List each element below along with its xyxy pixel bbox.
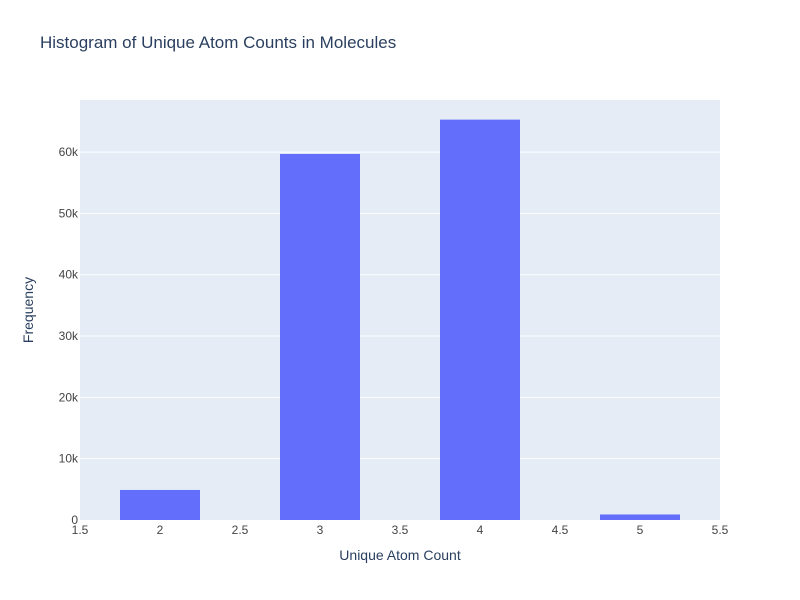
bar-2[interactable]: [120, 489, 200, 520]
x-tick-label: 5: [637, 523, 644, 537]
bar-3[interactable]: [280, 153, 360, 520]
x-tick-label: 3.5: [392, 523, 409, 537]
y-tick-label: 0: [71, 513, 78, 527]
x-tick-label: 4.5: [552, 523, 569, 537]
y-tick-label: 50k: [59, 206, 79, 220]
x-tick-label: 2.5: [232, 523, 249, 537]
x-tick-label: 5.5: [712, 523, 729, 537]
x-axis-ticks: 1.5 2 2.5 3 3.5 4 4.5 5 5.5: [72, 523, 729, 537]
y-axis-ticks: 0 10k 20k 30k 40k 50k 60k: [59, 145, 79, 527]
bar-5[interactable]: [600, 514, 680, 520]
y-tick-label: 40k: [59, 268, 79, 282]
y-tick-label: 30k: [59, 329, 79, 343]
x-tick-label: 4: [477, 523, 484, 537]
x-tick-label: 1.5: [72, 523, 89, 537]
x-tick-label: 3: [317, 523, 324, 537]
x-axis-label: Unique Atom Count: [339, 547, 461, 563]
y-axis-label: Frequency: [20, 277, 36, 343]
plot-area: [80, 100, 720, 520]
x-tick-label: 2: [157, 523, 164, 537]
chart-title: Histogram of Unique Atom Counts in Molec…: [40, 33, 397, 52]
y-tick-label: 60k: [59, 145, 79, 159]
y-tick-label: 20k: [59, 390, 79, 404]
bar-4[interactable]: [440, 119, 520, 521]
bars: [120, 119, 680, 521]
grid-lines: [80, 151, 720, 460]
y-tick-label: 10k: [59, 452, 79, 466]
